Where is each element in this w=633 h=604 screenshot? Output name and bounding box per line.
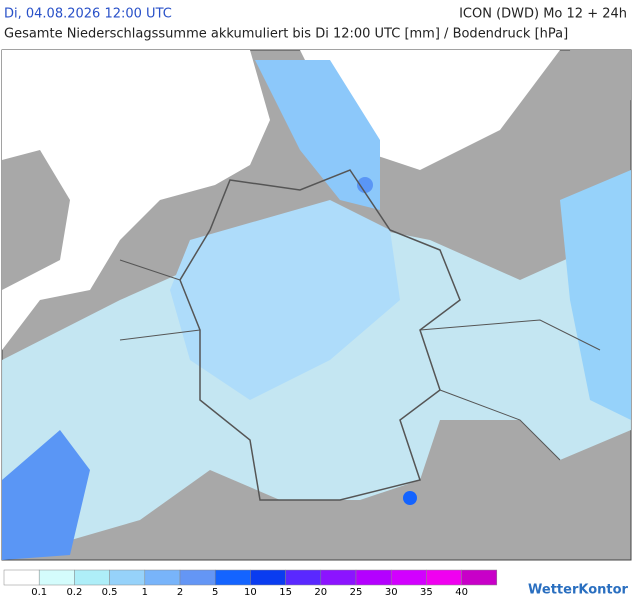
border-germany [179,169,461,501]
precip-east [560,170,631,420]
model-run: ICON (DWD) Mo 12 + 24h [459,7,627,22]
legend-swatch [355,569,392,586]
legend-label: 0.2 [66,587,82,598]
map-title: Gesamte Niederschlagssumme akkumuliert b… [4,27,568,42]
borders [119,259,601,461]
legend-swatch [285,569,322,586]
legend-label: 15 [279,587,292,598]
legend-label: 5 [212,587,218,598]
precip-cell [357,177,373,193]
legend-label: 20 [314,587,327,598]
precip-moderate [170,200,400,400]
legend-label: 10 [244,587,257,598]
legend-swatch [179,569,216,586]
legend-swatch [74,569,110,586]
legend-swatch [214,569,251,586]
legend-swatch [426,569,462,586]
sweden [570,50,631,120]
legend-swatch [144,569,181,586]
legend-label: 40 [455,587,468,598]
legend-label: 25 [350,587,363,598]
uk [2,150,70,290]
precip-cell [403,491,417,505]
legend-label: 0.5 [102,587,118,598]
legend-swatch [109,569,146,586]
legend-label: 1 [142,587,148,598]
legend-label: 35 [420,587,433,598]
precip-west [2,430,90,560]
legend-label: 30 [385,587,398,598]
legend-label: 2 [177,587,183,598]
legend-swatch [38,569,75,586]
legend-swatch [250,569,286,586]
north-sea [2,50,270,350]
legend-swatch [3,569,40,586]
legend: 0.1 0.2 0.5 1 2 5 10 15 20 25 30 35 40 [3,569,498,598]
precip-north [255,60,380,210]
legend-swatch [461,569,498,586]
map [1,49,632,561]
legend-swatch [320,569,357,586]
precip-light [2,220,631,560]
brand-logo: WetterKontor [528,583,629,598]
legend-swatch [390,569,427,586]
legend-label: 0.1 [31,587,47,598]
datetime: Di, 04.08.2026 12:00 UTC [4,7,172,22]
